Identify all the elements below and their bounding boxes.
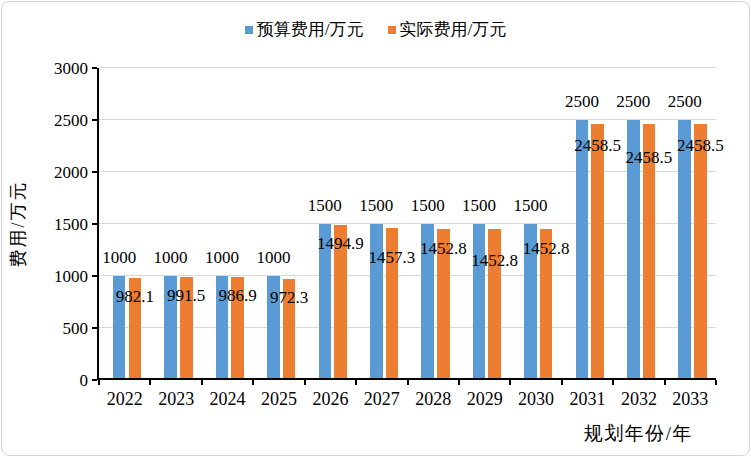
x-axis-tick-7 (458, 380, 460, 385)
x-axis-tick-11 (664, 380, 666, 385)
x-tick-label-2031: 2031 (559, 390, 615, 408)
y-axis-tick-2000 (92, 171, 97, 173)
x-tick-label-2030: 2030 (508, 390, 564, 408)
gridline-2500 (99, 119, 716, 120)
budget-label-2030: 1500 (501, 197, 561, 214)
y-tick-label-1500: 1500 (28, 216, 88, 233)
legend-item-budget: 预算费用/万元 (245, 18, 364, 41)
budget-label-2025: 1000 (243, 249, 303, 266)
plot-area (99, 68, 716, 380)
budget-series-marker (245, 26, 253, 34)
actual-label-2025: 972.3 (254, 289, 324, 306)
actual-bar-2031 (591, 124, 604, 380)
y-tick-label-2000: 2000 (28, 164, 88, 181)
x-axis-tick-1 (149, 380, 151, 385)
y-axis-tick-1000 (92, 275, 97, 277)
actual-label-2030: 1452.8 (511, 240, 581, 257)
x-tick-label-2033: 2033 (662, 390, 718, 408)
x-axis-tick-8 (509, 380, 511, 385)
y-axis-line (97, 68, 99, 380)
y-tick-label-1000: 1000 (28, 268, 88, 285)
actual-series-marker (388, 26, 396, 34)
x-tick-label-2029: 2029 (457, 390, 513, 408)
gridline-3000 (99, 67, 716, 68)
x-tick-label-2024: 2024 (200, 390, 256, 408)
y-tick-label-2500: 2500 (28, 112, 88, 129)
x-tick-label-2028: 2028 (405, 390, 461, 408)
y-axis-tick-0 (92, 379, 97, 381)
y-tick-label-500: 500 (28, 320, 88, 337)
x-axis-tick-9 (561, 380, 563, 385)
actual-label-2033: 2458.5 (665, 137, 735, 154)
y-axis-tick-1500 (92, 223, 97, 225)
gridline-2000 (99, 171, 716, 172)
y-tick-label-0: 0 (28, 372, 88, 389)
gridline-1500 (99, 223, 716, 224)
x-axis-tick-6 (407, 380, 409, 385)
budget-series-label: 预算费用/万元 (257, 18, 364, 41)
x-tick-label-2026: 2026 (302, 390, 358, 408)
legend: 预算费用/万元 实际费用/万元 (0, 18, 751, 41)
x-tick-label-2022: 2022 (97, 390, 153, 408)
x-tick-label-2027: 2027 (354, 390, 410, 408)
y-axis-tick-3000 (92, 67, 97, 69)
actual-series-label: 实际费用/万元 (400, 18, 507, 41)
x-axis-tick-3 (252, 380, 254, 385)
x-tick-label-2025: 2025 (251, 390, 307, 408)
gridline-1000 (99, 275, 716, 276)
x-tick-label-2023: 2023 (148, 390, 204, 408)
x-axis-title: 规划年份/年 (584, 421, 693, 447)
actual-bar-2033 (694, 124, 707, 380)
y-tick-label-3000: 3000 (28, 60, 88, 77)
x-tick-label-2032: 2032 (611, 390, 667, 408)
x-axis-tick-5 (355, 380, 357, 385)
y-axis-title: 费用/万元 (6, 144, 30, 304)
x-axis-tick-4 (304, 380, 306, 385)
x-axis-tick-10 (612, 380, 614, 385)
legend-item-actual: 实际费用/万元 (388, 18, 507, 41)
x-axis-tick-2 (201, 380, 203, 385)
x-axis-tick-0 (98, 380, 100, 385)
x-axis-tick-12 (715, 380, 717, 385)
y-axis-tick-500 (92, 327, 97, 329)
budget-label-2033: 2500 (655, 93, 715, 110)
y-axis-tick-2500 (92, 119, 97, 121)
